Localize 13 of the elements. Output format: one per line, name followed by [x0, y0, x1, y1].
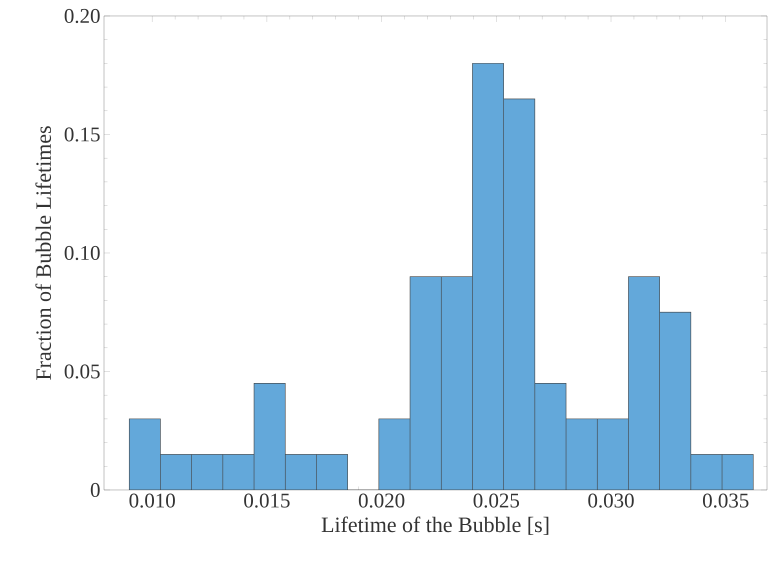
- y-tick-label: 0: [90, 482, 100, 498]
- x-tick-label: 0.010: [129, 494, 175, 508]
- x-tick-label: 0.030: [588, 494, 634, 508]
- x-tick-label: 0.035: [702, 494, 748, 508]
- x-tick-label: 0.015: [244, 494, 290, 508]
- y-tick-label: 0.10: [64, 246, 100, 260]
- y-tick-label: 0.20: [64, 8, 100, 24]
- y-tick-label: 0.15: [64, 127, 100, 142]
- x-tick-label: 0.020: [358, 494, 404, 508]
- y-axis-title: Fraction of Bubble Lifetimes: [35, 126, 52, 380]
- x-tick-label: 0.025: [474, 494, 520, 508]
- y-tick-label: 0.05: [64, 364, 100, 379]
- x-axis-title: Lifetime of the Bubble [s]: [322, 516, 548, 535]
